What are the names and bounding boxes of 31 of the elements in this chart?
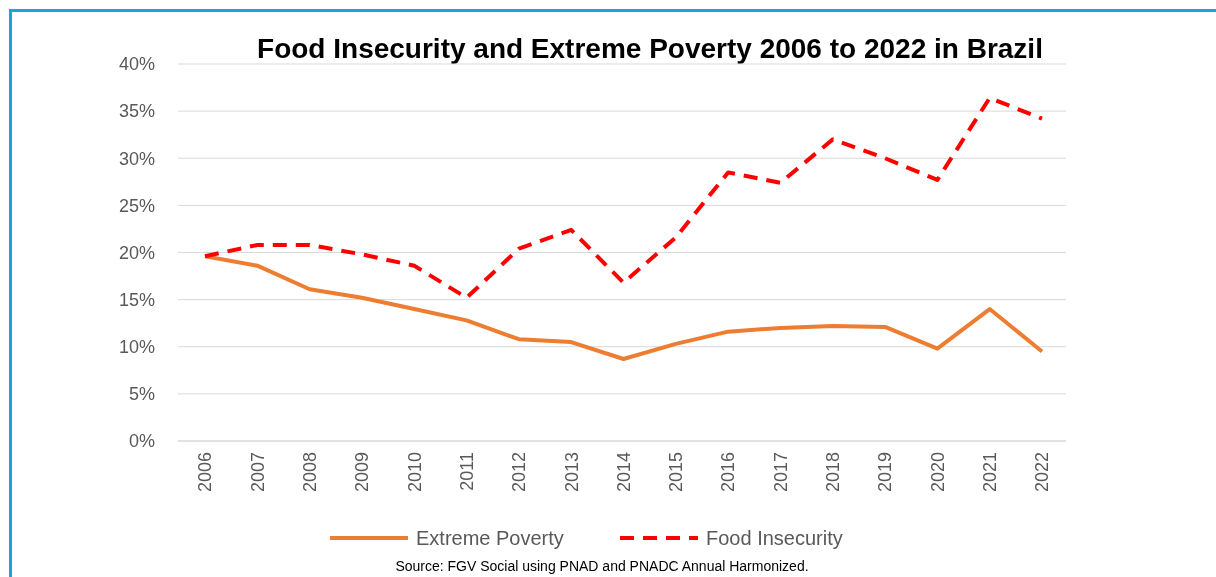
x-tick-label: 2022 — [1032, 452, 1053, 493]
y-tick-label: 15% — [118, 289, 155, 310]
x-tick-label: 2016 — [718, 452, 739, 493]
x-tick-label: 2018 — [823, 452, 844, 493]
x-tick-label: 2013 — [561, 452, 582, 493]
x-tick-label: 2020 — [927, 452, 948, 493]
x-tick-label: 2012 — [509, 452, 530, 493]
y-tick-label: 0% — [128, 431, 155, 452]
legend-label: Food Insecurity — [706, 527, 843, 549]
y-tick-label: 40% — [118, 54, 155, 75]
x-tick-label: 2021 — [979, 452, 1000, 493]
chart-title: Food Insecurity and Extreme Poverty 2006 to 2022 in Brazil — [257, 33, 1043, 64]
x-tick-label: 2015 — [666, 452, 687, 493]
x-tick-label: 2010 — [404, 452, 425, 493]
x-tick-label: 2006 — [195, 452, 216, 493]
x-tick-label: 2014 — [613, 452, 634, 493]
x-tick-label: 2009 — [352, 452, 373, 493]
x-tick-label: 2007 — [247, 452, 268, 493]
y-tick-label: 35% — [118, 101, 155, 122]
x-tick-label: 2017 — [770, 452, 791, 493]
y-tick-label: 5% — [128, 384, 155, 405]
legend-label: Extreme Poverty — [416, 527, 564, 549]
y-tick-label: 25% — [118, 195, 155, 216]
x-tick-label: 2011 — [456, 452, 477, 491]
line-series — [203, 254, 1044, 361]
x-tick-label: 2019 — [875, 452, 896, 493]
y-tick-label: 10% — [118, 337, 155, 358]
y-tick-label: 20% — [118, 242, 155, 263]
y-tick-label: 30% — [118, 148, 155, 169]
source-note: Source: FGV Social using PNAD and PNADC Annual Harmonized. — [395, 558, 809, 574]
x-tick-label: 2008 — [299, 452, 320, 493]
